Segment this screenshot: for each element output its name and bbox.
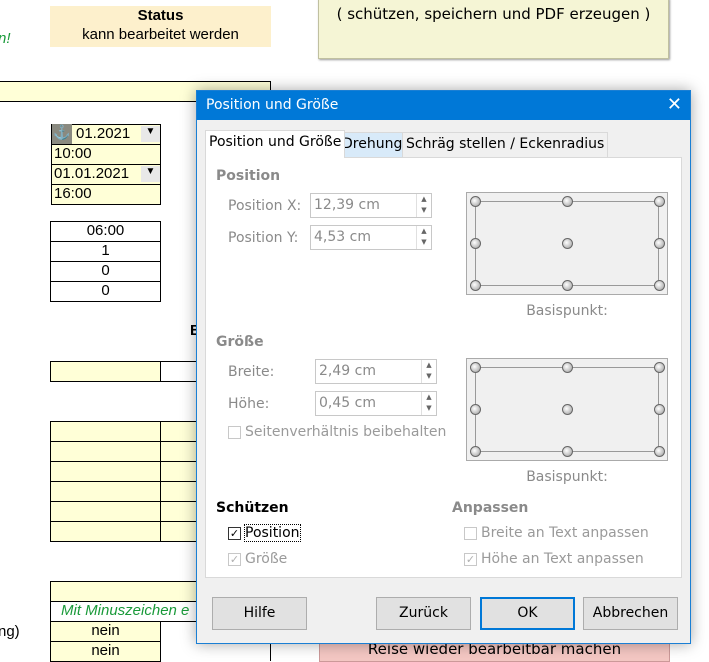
position-heading: Position [216, 168, 281, 184]
height-value: 0,45 cm [319, 395, 376, 411]
spin-arrows-icon[interactable]: ▲ ▼ [421, 360, 436, 383]
spin-arrows-icon[interactable]: ▲ ▼ [416, 194, 431, 217]
position-y-value: 4,53 cm [314, 229, 371, 245]
time-cell-2[interactable]: 16:00 [51, 184, 161, 205]
position-base-point-label: Basispunkt: [526, 303, 608, 319]
protect-position-label: Position [244, 524, 301, 542]
answer-cell[interactable]: nein [50, 621, 161, 642]
answer-cell[interactable]: nein [50, 641, 161, 662]
size-base-point-label: Basispunkt: [526, 469, 608, 485]
checkbox-checked-icon: ✓ [228, 526, 241, 540]
time-cell-1[interactable]: 10:00 [51, 144, 161, 165]
keep-ratio-label: Seitenverhältnis beibehalten [245, 424, 447, 440]
position-x-value: 12,39 cm [314, 197, 380, 213]
reset-button[interactable]: Zurück [376, 597, 471, 630]
input-cell[interactable] [50, 501, 161, 522]
value-cell[interactable]: 06:00 [50, 221, 161, 242]
height-input[interactable]: 0,45 cm ▲ ▼ [315, 391, 437, 416]
spin-arrows-icon[interactable]: ▲ ▼ [416, 226, 431, 249]
tab-position-size[interactable]: Position und Größe [205, 130, 346, 158]
value-cell[interactable]: 0 [50, 281, 161, 302]
value-cell[interactable]: 1 [50, 241, 161, 262]
row-label: ng) [0, 623, 20, 640]
input-cell[interactable] [50, 361, 161, 382]
checkbox-checked-icon: ✓ [228, 552, 241, 566]
size-base-point-selector[interactable] [466, 358, 668, 461]
make-editable-label: Reise wieder bearbeitbar machen [367, 640, 622, 658]
tab-panel: Position Position X: 12,39 cm ▲ ▼ Position… [205, 157, 682, 578]
width-label: Breite: [228, 364, 275, 380]
width-input[interactable]: 2,49 cm ▲ ▼ [315, 359, 437, 384]
position-y-label: Position Y: [228, 230, 299, 246]
fit-width-checkbox[interactable]: Breite an Text anpassen [464, 525, 649, 541]
input-cell[interactable] [50, 521, 161, 542]
position-size-dialog: Position und Größe ✕ Position und Größe … [196, 90, 691, 644]
position-y-input[interactable]: 4,53 cm ▲ ▼ [310, 225, 432, 250]
tab-rotation[interactable]: Drehung [338, 132, 407, 157]
status-box: Status kann bearbeitet werden [50, 6, 271, 47]
fit-height-checkbox[interactable]: ✓ Höhe an Text anpassen [464, 551, 644, 567]
position-base-point-selector[interactable] [466, 192, 668, 295]
anchor-icon[interactable]: ⚓ [52, 124, 72, 144]
fit-height-label: Höhe an Text anpassen [481, 551, 644, 567]
protect-size-checkbox[interactable]: ✓ Größe [228, 551, 287, 567]
height-label: Höhe: [228, 396, 270, 412]
dialog-title-bar[interactable]: Position und Größe [197, 91, 690, 120]
status-title: Status [137, 7, 184, 24]
protect-size-label: Größe [245, 551, 288, 567]
input-cell[interactable] [50, 421, 161, 442]
help-button[interactable]: Hilfe [212, 597, 307, 630]
input-cell[interactable] [50, 441, 161, 462]
input-cell[interactable] [50, 481, 161, 502]
keep-ratio-checkbox[interactable]: Seitenverhältnis beibehalten [228, 424, 446, 440]
size-heading: Größe [216, 334, 264, 350]
protect-position-checkbox[interactable]: ✓ Position [228, 524, 301, 542]
protect-heading: Schützen [216, 500, 289, 516]
fit-width-label: Breite an Text anpassen [481, 525, 649, 541]
dialog-title: Position und Größe [206, 97, 339, 113]
checkbox-checked-icon: ✓ [464, 552, 477, 566]
position-x-label: Position X: [228, 198, 302, 214]
close-icon[interactable]: ✕ [666, 94, 682, 115]
position-x-input[interactable]: 12,39 cm ▲ ▼ [310, 193, 432, 218]
spin-arrows-icon[interactable]: ▲ ▼ [421, 392, 436, 415]
green-note: n! [0, 30, 11, 47]
checkbox-icon [464, 526, 477, 540]
protect-save-pdf-label: ( schützen, speichern und PDF erzeugen ) [336, 5, 651, 23]
section-heading: B [190, 322, 201, 339]
ok-button[interactable]: OK [480, 597, 575, 630]
tab-slant-corner-radius[interactable]: Schräg stellen / Eckenradius [402, 132, 609, 157]
width-value: 2,49 cm [319, 363, 376, 379]
adapt-heading: Anpassen [452, 500, 529, 516]
protect-save-pdf-button[interactable]: ( schützen, speichern und PDF erzeugen ) [318, 0, 669, 59]
dropdown-arrow-2[interactable]: ▼ [141, 166, 160, 182]
checkbox-icon [228, 425, 241, 439]
dropdown-arrow-1[interactable]: ▼ [141, 126, 160, 142]
status-value: kann bearbeitet werden [82, 26, 239, 43]
value-cell[interactable]: 0 [50, 261, 161, 282]
input-cell[interactable] [50, 461, 161, 482]
cancel-button[interactable]: Abbrechen [583, 597, 678, 630]
